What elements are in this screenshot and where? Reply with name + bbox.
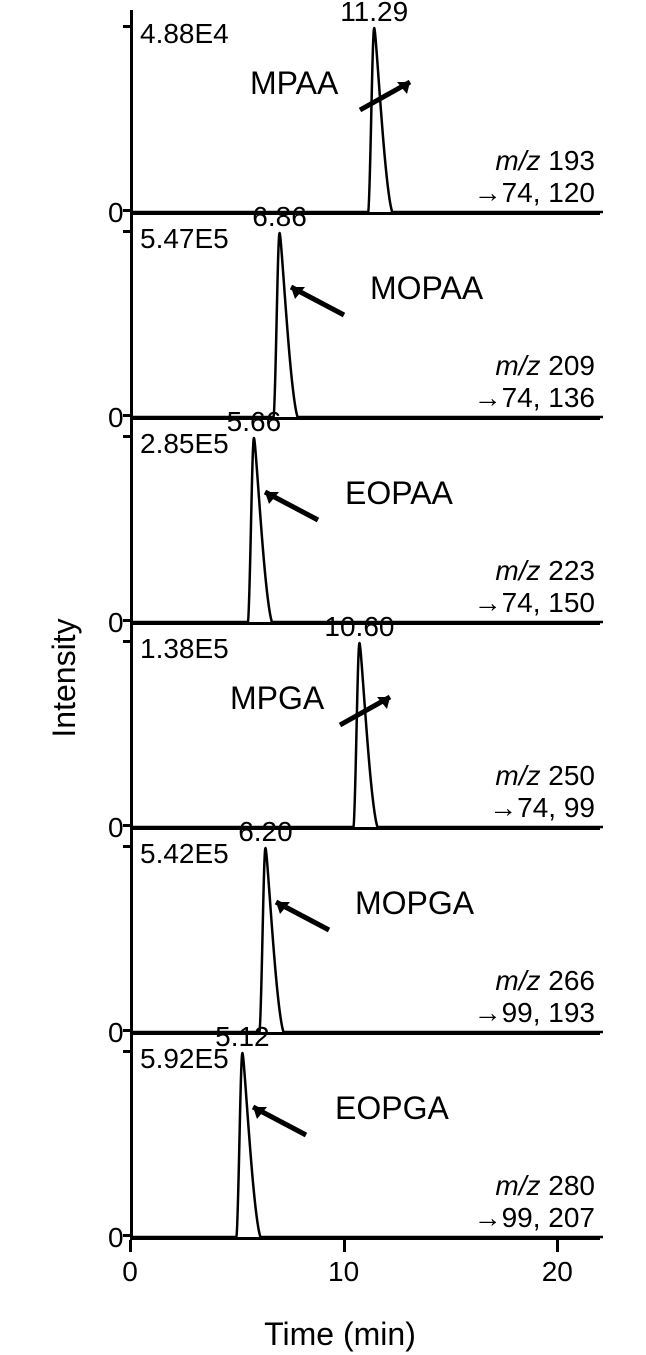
mz-arrow-icon: →: [474, 1202, 502, 1233]
mz-arrow-icon: →: [474, 382, 502, 413]
mz-arrow-icon: →: [474, 997, 502, 1028]
y-max-label: 5.42E5: [140, 838, 229, 870]
x-tick: [343, 1240, 346, 1252]
x-ticks: 01020: [130, 1240, 600, 1250]
panel-mpaa: 11.294.88E40MPAAm/z 193→74, 120: [90, 10, 610, 215]
mz-prefix: m/z: [495, 760, 548, 791]
y-max-label: 5.47E5: [140, 223, 229, 255]
y-tick: [123, 25, 133, 28]
y-max-label: 1.38E5: [140, 633, 229, 665]
mz-arrow-icon: →: [474, 177, 502, 208]
mz-prefix: m/z: [495, 555, 548, 586]
mz-transition-label: m/z 266 →99, 193: [474, 965, 595, 1029]
mz-products: 74, 136: [502, 382, 595, 413]
panel-mopga: 6.205.42E50MOPGAm/z 266→99, 193: [90, 830, 610, 1035]
mz-precursor: 280: [548, 1170, 595, 1201]
retention-time-label: 6.20: [238, 816, 293, 848]
mz-prefix: m/z: [495, 350, 548, 381]
mz-products: 74, 99: [517, 792, 595, 823]
arrow-icon: [355, 70, 445, 130]
y-max-label: 4.88E4: [140, 18, 229, 50]
mz-prefix: m/z: [495, 145, 548, 176]
mz-precursor: 223: [548, 555, 595, 586]
mz-precursor: 250: [548, 760, 595, 791]
x-tick-label: 0: [122, 1256, 138, 1288]
mz-prefix: m/z: [495, 1170, 548, 1201]
compound-label: MPGA: [230, 680, 324, 717]
arrow-icon: [253, 480, 343, 540]
mz-arrow-icon: →: [489, 792, 517, 823]
compound-label: MOPGA: [355, 885, 474, 922]
mz-precursor: 193: [548, 145, 595, 176]
y-zero-label: 0: [108, 1222, 124, 1254]
panel-eopaa: 5.662.85E50EOPAAm/z 223→74, 150: [90, 420, 610, 625]
mz-transition-label: m/z 250 →74, 99: [489, 760, 595, 824]
compound-label: EOPAA: [345, 475, 453, 512]
y-tick: [123, 824, 133, 827]
y-tick: [123, 230, 133, 233]
chromatogram-figure: 11.294.88E40MPAAm/z 193→74, 1206.865.47E…: [90, 10, 630, 1310]
mz-transition-label: m/z 193 →74, 120: [474, 145, 595, 209]
y-tick: [123, 435, 133, 438]
mz-arrow-icon: →: [474, 587, 502, 618]
y-tick: [123, 619, 133, 622]
y-tick: [123, 845, 133, 848]
y-axis-label: Intensity: [46, 618, 83, 737]
retention-time-label: 6.86: [252, 201, 307, 233]
x-tick: [556, 1240, 559, 1252]
mz-prefix: m/z: [495, 965, 548, 996]
y-tick: [123, 1029, 133, 1032]
mz-transition-label: m/z 280 →99, 207: [474, 1170, 595, 1234]
x-tick-label: 20: [542, 1256, 573, 1288]
compound-label: MOPAA: [370, 270, 483, 307]
y-tick: [123, 640, 133, 643]
compound-label: MPAA: [250, 65, 338, 102]
mz-transition-label: m/z 223 →74, 150: [474, 555, 595, 619]
retention-time-label: 11.29: [340, 0, 408, 28]
x-tick-label: 10: [328, 1256, 359, 1288]
retention-time-label: 10.60: [324, 611, 394, 643]
mz-products: 99, 207: [502, 1202, 595, 1233]
mz-products: 74, 150: [502, 587, 595, 618]
mz-precursor: 266: [548, 965, 595, 996]
arrow-icon: [279, 275, 369, 335]
y-tick: [123, 414, 133, 417]
y-max-label: 5.92E5: [140, 1043, 229, 1075]
mz-products: 74, 120: [502, 177, 595, 208]
arrow-icon: [335, 685, 425, 745]
y-tick: [123, 209, 133, 212]
compound-label: EOPGA: [335, 1090, 449, 1127]
mz-transition-label: m/z 209 →74, 136: [474, 350, 595, 414]
panel-mopaa: 6.865.47E50MOPAAm/z 209→74, 136: [90, 215, 610, 420]
arrow-icon: [241, 1095, 331, 1155]
y-max-label: 2.85E5: [140, 428, 229, 460]
x-tick: [129, 1240, 132, 1252]
arrow-icon: [264, 890, 354, 950]
mz-products: 99, 193: [502, 997, 595, 1028]
panel-mpga: 10.601.38E50MPGAm/z 250→74, 99: [90, 625, 610, 830]
y-tick: [123, 1050, 133, 1053]
panel-eopga: 5.125.92E50EOPGAm/z 280→99, 20701020: [90, 1035, 610, 1240]
y-tick: [123, 1234, 133, 1237]
x-axis-label: Time (min): [264, 1316, 416, 1353]
mz-precursor: 209: [548, 350, 595, 381]
retention-time-label: 5.66: [227, 406, 282, 438]
